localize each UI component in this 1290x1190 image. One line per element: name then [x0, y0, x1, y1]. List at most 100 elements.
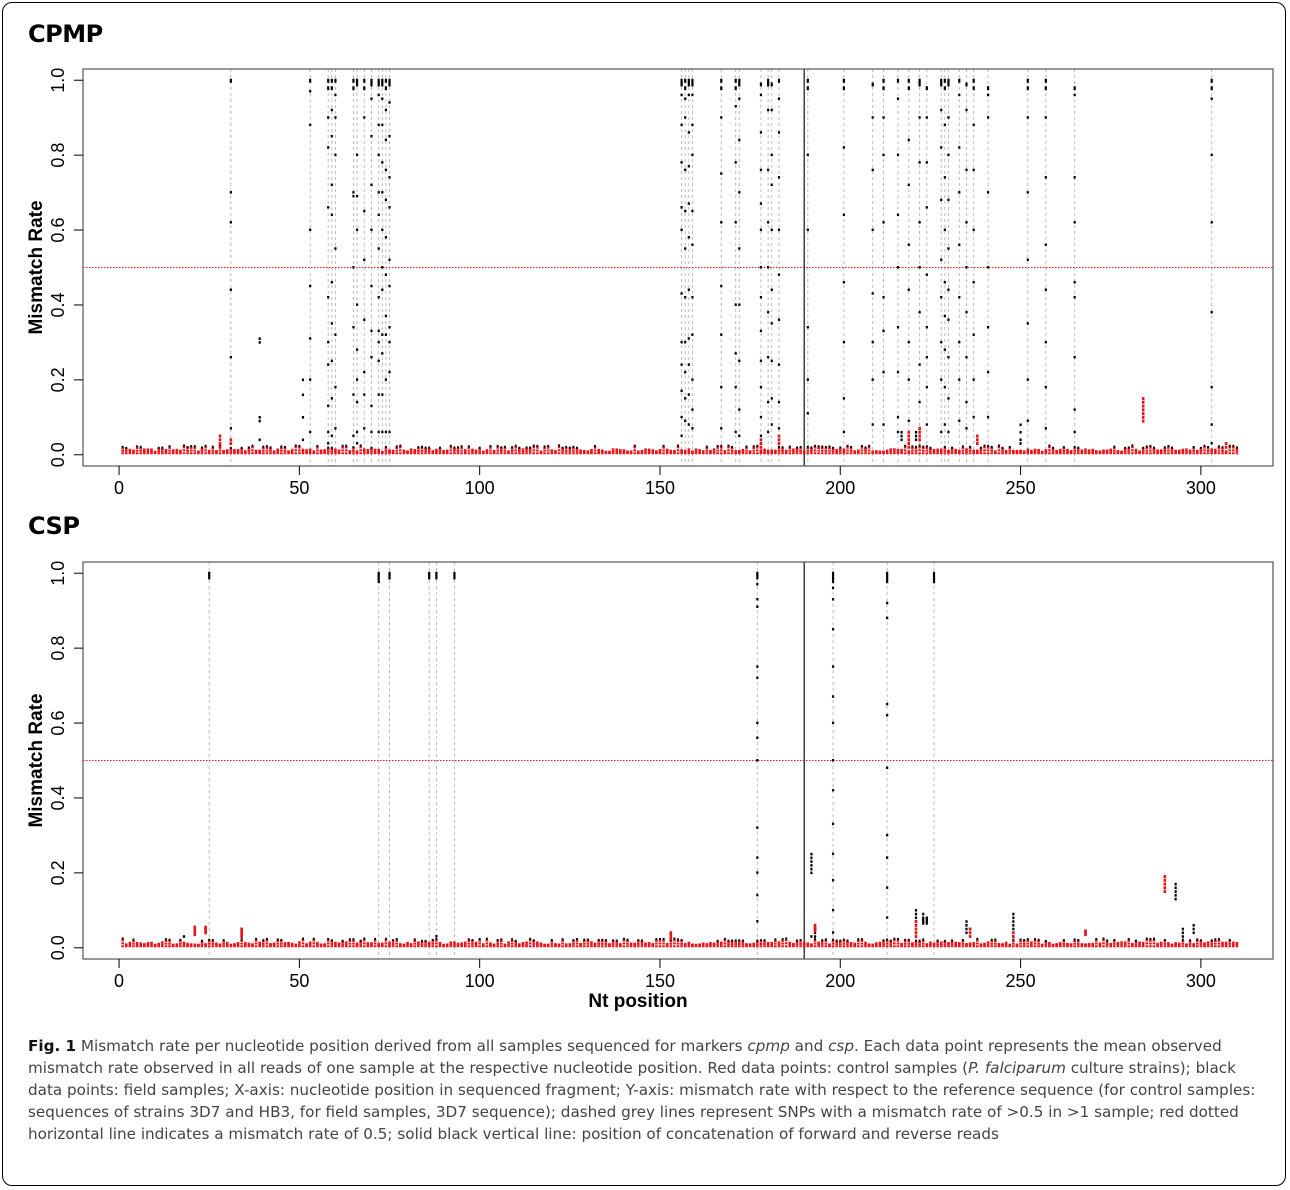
control-point	[298, 945, 301, 948]
control-point	[251, 943, 254, 946]
control-point	[867, 446, 871, 449]
control-point	[355, 450, 359, 453]
control-point	[997, 944, 1001, 947]
field-point	[1210, 939, 1213, 942]
x-tick-label: 250	[1006, 971, 1036, 991]
control-point	[420, 941, 424, 944]
field-point	[485, 937, 488, 940]
control-point	[741, 941, 745, 944]
control-point	[860, 939, 864, 942]
control-point	[972, 450, 975, 453]
field-point	[1023, 938, 1026, 941]
control-point	[370, 942, 373, 945]
control-point	[381, 943, 384, 946]
control-point	[478, 939, 481, 942]
field-point	[309, 284, 312, 288]
field-point	[850, 445, 853, 448]
control-point	[1091, 944, 1094, 947]
control-point	[240, 931, 243, 935]
field-point	[691, 123, 694, 127]
control-point	[626, 942, 629, 945]
control-point	[269, 452, 272, 455]
control-point	[838, 945, 842, 948]
field-point	[334, 385, 337, 389]
control-point	[1145, 945, 1149, 948]
control-point	[532, 449, 536, 452]
field-point	[842, 78, 845, 83]
field-point	[201, 939, 203, 942]
control-point	[1030, 941, 1033, 944]
control-point	[456, 450, 460, 453]
control-point	[997, 945, 1001, 948]
control-point	[932, 945, 936, 948]
control-point	[262, 942, 265, 945]
control-point	[532, 945, 536, 948]
field-point	[691, 82, 694, 87]
control-point	[961, 945, 965, 948]
control-point	[968, 447, 972, 450]
control-point	[1228, 449, 1232, 452]
control-point	[561, 448, 564, 451]
control-point	[792, 943, 795, 946]
field-point	[886, 856, 889, 859]
control-point	[763, 452, 766, 455]
field-point	[388, 176, 391, 179]
field-point	[662, 937, 665, 940]
field-point	[388, 430, 391, 434]
control-point	[600, 942, 604, 945]
field-point	[377, 430, 380, 434]
field-point	[388, 571, 391, 576]
field-point	[229, 446, 232, 449]
field-point	[518, 446, 521, 449]
control-point	[139, 449, 142, 452]
control-point	[150, 941, 153, 944]
control-point	[402, 449, 406, 452]
field-point	[940, 258, 943, 262]
control-point	[903, 449, 907, 452]
field-point	[810, 935, 813, 938]
control-point	[1105, 943, 1109, 946]
control-point	[1026, 942, 1030, 945]
control-point	[1113, 940, 1116, 943]
control-point	[1214, 942, 1217, 945]
field-point	[529, 446, 532, 449]
field-point	[309, 228, 312, 232]
control-point	[763, 450, 766, 453]
control-point	[914, 449, 918, 452]
field-point	[767, 82, 770, 87]
field-point	[586, 938, 589, 941]
control-point	[197, 450, 200, 453]
control-point	[1210, 448, 1213, 451]
field-point	[309, 430, 312, 434]
field-point	[810, 860, 813, 863]
control-point	[590, 449, 593, 452]
field-point	[258, 341, 261, 344]
field-point	[987, 415, 990, 419]
control-point	[413, 945, 417, 948]
control-point	[164, 939, 168, 942]
control-point	[943, 945, 947, 948]
field-point	[759, 939, 762, 942]
field-point	[770, 228, 773, 232]
control-point	[903, 452, 907, 455]
control-point	[936, 945, 939, 948]
control-point	[1217, 939, 1221, 942]
field-point	[810, 864, 813, 867]
control-point	[388, 943, 391, 946]
control-point	[842, 942, 846, 945]
control-point	[795, 943, 799, 946]
control-point	[1091, 945, 1094, 948]
control-point	[716, 945, 719, 948]
field-point	[958, 78, 961, 83]
control-point	[283, 447, 287, 450]
control-point	[518, 448, 521, 451]
y-tick-label: 0.6	[48, 218, 68, 243]
field-point	[330, 359, 333, 363]
control-point	[124, 448, 128, 451]
control-point	[1174, 451, 1177, 454]
field-point	[395, 938, 398, 941]
control-point	[1127, 942, 1131, 945]
control-point	[391, 945, 395, 948]
control-point	[200, 943, 204, 946]
field-point	[395, 445, 398, 448]
